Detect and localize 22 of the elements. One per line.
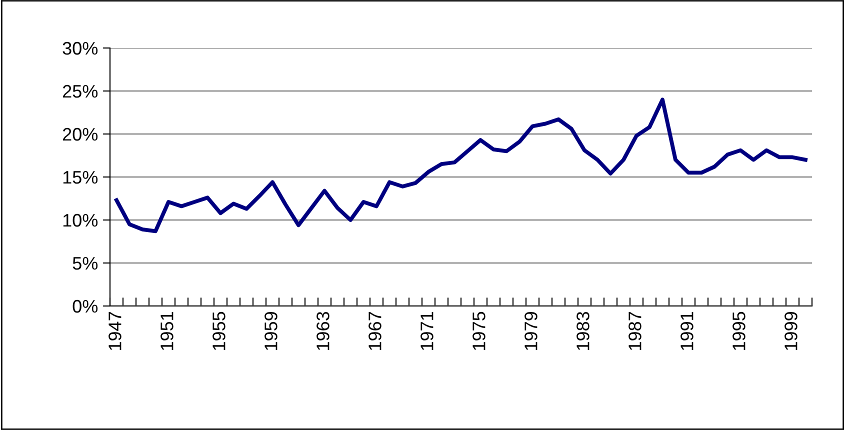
- line-series: [114, 98, 808, 234]
- y-tick-label: 30%: [62, 42, 98, 55]
- x-tick-label: 1983: [576, 312, 590, 350]
- x-tick-label: 1951: [160, 312, 174, 350]
- x-tick-label: 1995: [732, 312, 746, 350]
- x-tick-label: 1971: [420, 312, 434, 350]
- y-tick-label: 20%: [62, 128, 98, 141]
- x-tick-label: 1967: [368, 312, 382, 350]
- y-tick-label: 10%: [63, 214, 98, 227]
- x-tick-label: 1975: [472, 312, 486, 350]
- y-tick-label: 25%: [62, 84, 98, 98]
- x-tick-label: 1991: [680, 312, 694, 350]
- x-tick-label: 1947: [108, 312, 122, 350]
- y-tick-label: 5%: [72, 257, 98, 270]
- x-tick-label: 1955: [212, 312, 226, 350]
- y-tick-label: 15%: [63, 171, 98, 184]
- x-tick-label: 1987: [628, 312, 642, 350]
- x-tick-label: 1959: [264, 312, 278, 350]
- x-tick-label: 1979: [524, 312, 538, 350]
- y-tick-label: 0%: [72, 300, 98, 313]
- x-tick-label: 1963: [316, 312, 330, 350]
- x-tick-label: 1999: [784, 312, 798, 350]
